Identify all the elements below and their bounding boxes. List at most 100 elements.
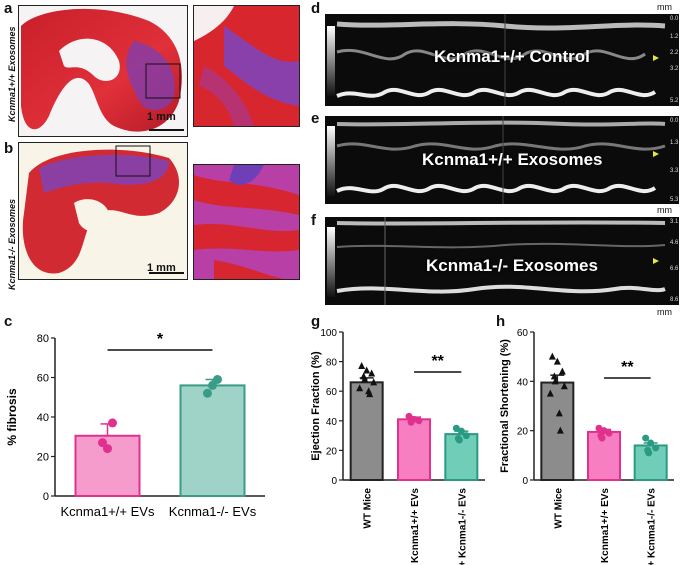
y-tick-label: 60 [517, 328, 529, 339]
echo-d-tick-4: 5.2 [670, 98, 679, 104]
y-tick-label: 100 [320, 328, 337, 339]
y-tick-label: 20 [37, 452, 49, 464]
data-point [457, 427, 465, 435]
y-axis-label: Ejection Fraction (%) [310, 351, 322, 461]
echo-d-tick-0: 0.0 [670, 16, 679, 22]
data-point [363, 366, 371, 374]
y-tick-label: 20 [326, 446, 338, 457]
data-point [366, 390, 374, 398]
significance-marker: ** [431, 353, 444, 370]
echo-e-unit: mm [657, 205, 672, 215]
echo-title-f: Kcnma1-/- Exosomes [426, 256, 598, 275]
data-point [361, 375, 369, 383]
scalebar-b: 1 mm [147, 262, 176, 274]
echo-e-tick-1: 1.3 [670, 140, 679, 146]
histology-zoom-b [193, 164, 300, 280]
y-tick-label: 0 [522, 476, 528, 487]
chart-ejection-fraction: 0 20 40 60 80 100 Ejection Fraction (%) WT Mice… [310, 328, 485, 565]
data-point [415, 417, 423, 425]
x-tick-label: WT Mice [363, 488, 374, 529]
y-tick-label: 40 [517, 377, 529, 388]
echo-d-tick-1: 1.2 [670, 34, 679, 40]
y-axis-label: % fibrosis [5, 388, 19, 446]
data-point [208, 380, 217, 390]
data-point [548, 352, 556, 360]
panel-letter-b: b [4, 140, 14, 157]
data-point [455, 436, 463, 444]
panel-letter-e: e [311, 110, 320, 127]
y-tick-label: 40 [326, 417, 338, 428]
data-point [213, 374, 222, 384]
chart-fractional-shortening: 0 20 40 60 Fractional Shortening (%) WT Mice M… [499, 328, 674, 565]
scalebar-a: 1 mm [147, 111, 176, 123]
panel-letter-a: a [4, 0, 13, 17]
significance-marker: * [157, 331, 164, 348]
significance-marker: ** [621, 359, 634, 376]
y-tick-label: 80 [37, 333, 49, 345]
echo-image-e [325, 116, 679, 204]
bar [540, 381, 575, 481]
histology-image-a [18, 5, 188, 137]
y-tick-label: 60 [326, 387, 338, 398]
panel-letter-g: g [311, 313, 321, 330]
data-point [368, 369, 376, 377]
data-point [647, 439, 655, 447]
echo-f-tick-2: 6.6 [670, 266, 679, 272]
data-point [356, 384, 364, 392]
data-point [550, 372, 558, 380]
echo-e-tick-3: 5.3 [670, 197, 679, 203]
y-tick-label: 0 [331, 476, 337, 487]
data-point [553, 357, 561, 365]
panel-letter-f: f [311, 212, 316, 229]
x-tick-label: MI + Kcnma1+/+ EVs [410, 488, 421, 565]
data-point [605, 429, 613, 437]
bar [349, 381, 384, 481]
bar [397, 418, 431, 481]
data-point [103, 444, 112, 454]
panel-b-side-label: Kcnma1-/- Exosomes [7, 198, 17, 290]
x-tick-label: Kcnma1+/+ EVs [61, 504, 155, 519]
echo-image-d [325, 14, 679, 106]
data-point [556, 426, 564, 434]
data-point [560, 382, 568, 390]
x-tick-label: MI + Kcnma1+/+ EVs [600, 488, 611, 565]
echo-f-unit: mm [657, 307, 672, 317]
data-point [358, 362, 366, 370]
panel-letter-h: h [496, 313, 506, 330]
data-point [645, 449, 653, 457]
echo-f-tick-3: 8.6 [670, 297, 679, 303]
chart-fibrosis: 0 20 40 60 80 % fibrosis Kcnma1+/+ EVs Kcnma1-/… [5, 331, 265, 519]
bar [587, 430, 621, 481]
y-tick-label: 60 [37, 373, 49, 385]
panel-a-side-label: Kcnma1+/+ Exosomes [7, 26, 17, 122]
data-point [108, 418, 117, 428]
echo-title-d: Kcnma1+/+ Control [434, 47, 590, 66]
data-point [558, 367, 566, 375]
data-point [551, 377, 559, 385]
data-point [98, 438, 107, 448]
y-axis-label: Fractional Shortening (%) [499, 339, 511, 473]
data-point [555, 409, 563, 417]
y-tick-label: 20 [517, 427, 529, 438]
bar [444, 433, 479, 482]
data-point [370, 378, 378, 386]
bar [179, 384, 246, 497]
echo-f-tick-0: 3.1 [670, 219, 679, 225]
echo-f-tick-1: 4.6 [670, 240, 679, 246]
y-tick-label: 80 [326, 358, 338, 369]
data-point [652, 444, 660, 452]
echo-image-f [325, 217, 679, 305]
echo-d-tick-2: 2.2 [670, 50, 679, 56]
data-point [203, 388, 212, 398]
echo-e-tick-2: 3.3 [670, 168, 679, 174]
histology-image-b [18, 142, 188, 280]
data-point [407, 418, 415, 426]
data-point [642, 434, 650, 442]
x-tick-label: Kcnma1-/- EVs [169, 504, 257, 519]
data-point [462, 432, 470, 440]
panel-letter-c: c [4, 313, 13, 330]
echo-e-tick-0: 0.0 [670, 118, 679, 124]
y-tick-label: 40 [37, 412, 49, 424]
echo-d-unit: mm [657, 2, 672, 12]
y-tick-label: 0 [43, 491, 49, 503]
